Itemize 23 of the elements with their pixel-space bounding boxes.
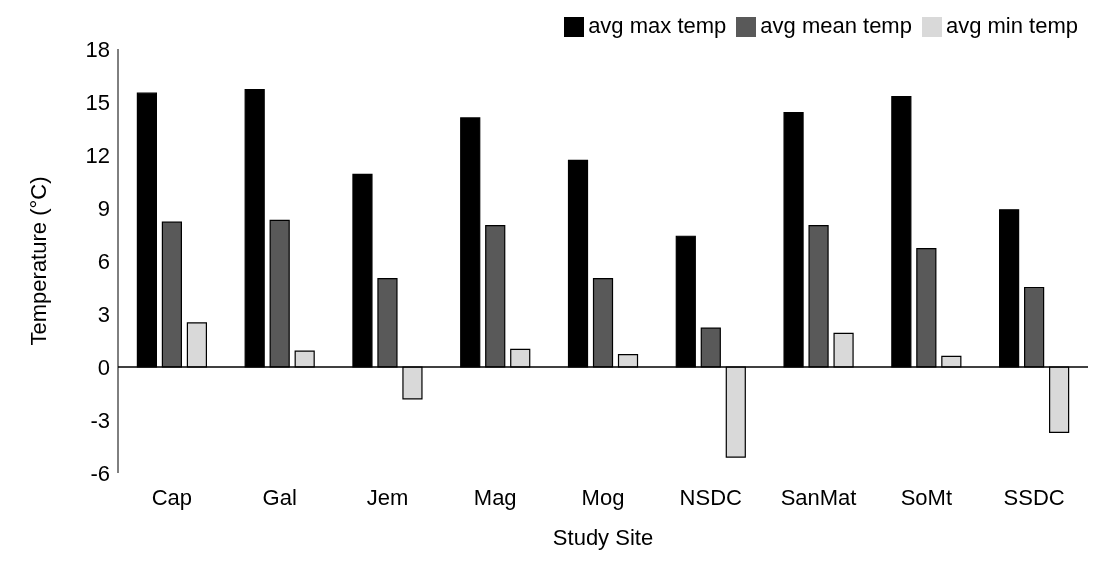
x-tick-label: Gal [262,484,297,510]
x-tick-label: SoMt [900,484,953,510]
x-tick-label: NSDC [679,484,743,510]
legend-label: avg min temp [945,13,1078,38]
x-tick-label: Mag [473,484,517,510]
y-tick-label: 3 [97,301,110,327]
x-tick-label: Jem [366,484,409,510]
y-axis-title: Temperature (°C) [25,176,51,346]
legend-label: avg max temp [588,13,727,38]
y-tick-label: 9 [97,195,110,221]
y-tick-label: -3 [90,407,110,433]
y-tick-label: 15 [85,89,110,115]
x-axis-title: Study Site [552,525,654,550]
legend-label: avg mean temp [760,13,912,38]
x-tick-label: Mog [581,484,625,510]
y-tick-label: 6 [97,248,110,274]
x-tick-label: Cap [151,484,193,510]
x-tick-label: SanMat [780,484,857,510]
y-tick-label: -6 [90,460,110,486]
y-tick-label: 12 [85,142,110,168]
x-tick-label: SSDC [1003,484,1065,510]
y-tick-label: 18 [85,36,110,62]
y-tick-label: 0 [97,354,110,380]
